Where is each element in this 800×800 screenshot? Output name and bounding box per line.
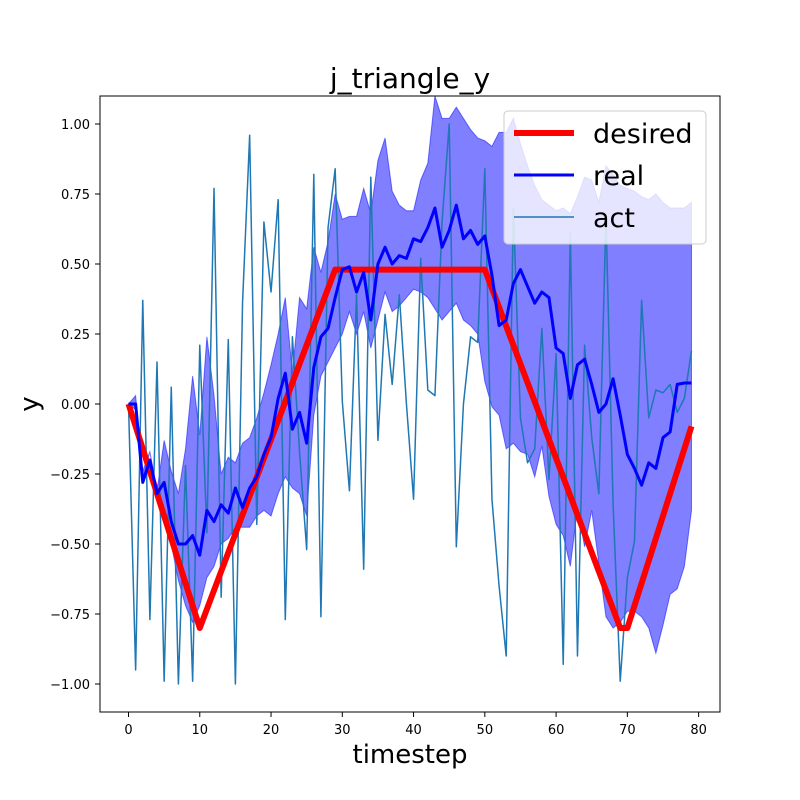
legend-label-desired: desired [593, 119, 693, 150]
legend: desired real act [503, 110, 707, 245]
y-tick-label: 0.25 [61, 328, 90, 343]
x-tick-label: 20 [263, 723, 280, 738]
series-line-act [127, 123, 693, 685]
x-tick-label: 10 [191, 723, 208, 738]
y-axis: −1.00 −0.75 −0.50 −0.25 0.00 0.25 0.50 0.75 1.00 [50, 118, 100, 693]
x-axis-label: timestep [353, 740, 468, 770]
x-tick-label: 50 [477, 723, 494, 738]
x-tick-label: 80 [690, 723, 707, 738]
y-axis-label: y [15, 396, 45, 411]
series-line-real [128, 203, 692, 557]
legend-label-act: act [593, 203, 635, 234]
x-axis: 0 10 20 30 40 50 60 70 80 [124, 712, 707, 738]
x-tick-label: 70 [619, 723, 636, 738]
y-tick-label: 0.00 [61, 398, 90, 413]
x-tick-label: 40 [405, 723, 422, 738]
legend-label-real: real [593, 161, 644, 192]
series-line-desired [125, 266, 695, 631]
x-tick-label: 60 [548, 723, 565, 738]
y-tick-label: 0.75 [61, 188, 90, 203]
legend-box [503, 110, 707, 245]
y-tick-label: −0.75 [50, 608, 90, 623]
y-tick-label: −0.50 [50, 538, 90, 553]
chart-title: j_triangle_y [329, 62, 490, 95]
y-tick-label: −0.25 [50, 468, 90, 483]
y-tick-label: 0.50 [61, 258, 90, 273]
x-tick-label: 0 [124, 723, 132, 738]
y-tick-label: 1.00 [61, 118, 90, 133]
x-tick-label: 30 [334, 723, 351, 738]
y-tick-label: −1.00 [50, 678, 90, 693]
